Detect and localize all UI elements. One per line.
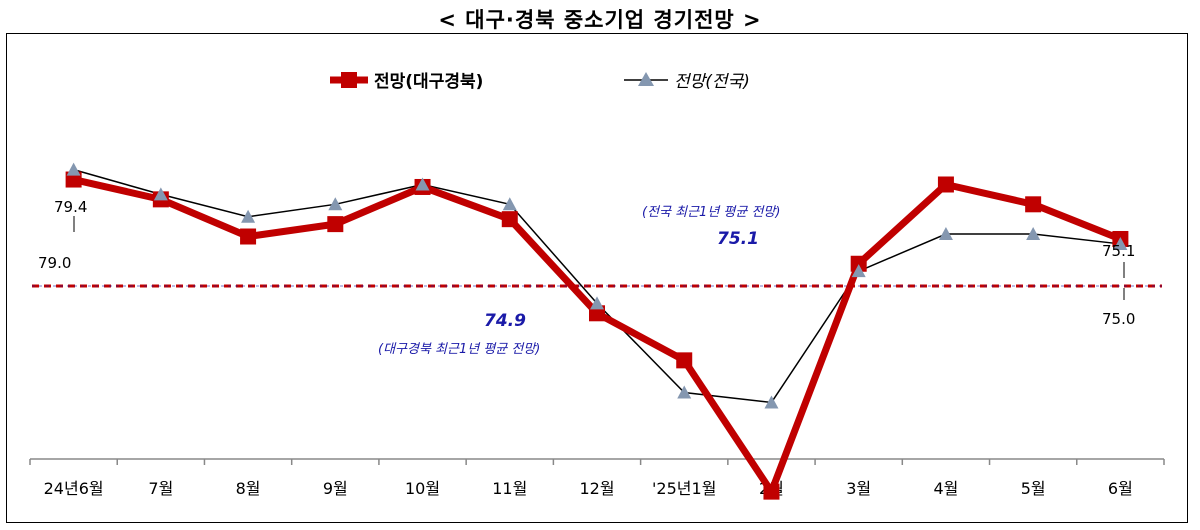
x-tick-label: 9월 [323,479,348,498]
regional-average-value: 74.9 [484,311,526,331]
data-point-regional [1025,196,1041,212]
data-label-first-national: 79.4 [54,198,87,216]
x-tick-label: 5월 [1021,479,1046,498]
legend-marker-regional [341,72,357,88]
x-tick-label: 24년6월 [44,479,104,498]
data-label-first-regional: 79.0 [38,254,71,272]
data-point-regional [763,484,779,500]
x-tick-label: 11월 [492,479,527,498]
x-tick-label: '25년1월 [652,479,716,498]
data-label-last-national: 75.1 [1102,242,1135,260]
x-tick-label: 12월 [579,479,614,498]
x-tick-label: 3월 [846,479,871,498]
data-point-regional [938,176,954,192]
regional-average-label: (대구경북 최근1년 평균 전망) [378,342,540,357]
data-point-regional [676,352,692,368]
legend-label-national: 전망(전국) [674,72,750,92]
data-label-last-regional: 75.0 [1102,310,1135,328]
x-tick-label: 4월 [933,479,958,498]
legend-marker-national [638,72,654,86]
data-point-national [67,163,81,176]
x-tick-label: 7월 [148,479,173,498]
national-average-value: 75.1 [717,229,759,249]
national-average-label: (전국 최근1년 평균 전망) [642,205,780,220]
data-point-regional [327,216,343,232]
x-tick-label: 8월 [236,479,261,498]
data-point-regional [240,229,256,245]
x-tick-label: 6월 [1108,479,1133,498]
series-line-regional [74,180,1121,492]
legend: 전망(대구경북) 전망(전국) [330,72,750,92]
x-tick-label: 10월 [405,479,440,498]
legend-label-regional: 전망(대구경북) [374,72,483,92]
data-point-regional [502,211,518,227]
